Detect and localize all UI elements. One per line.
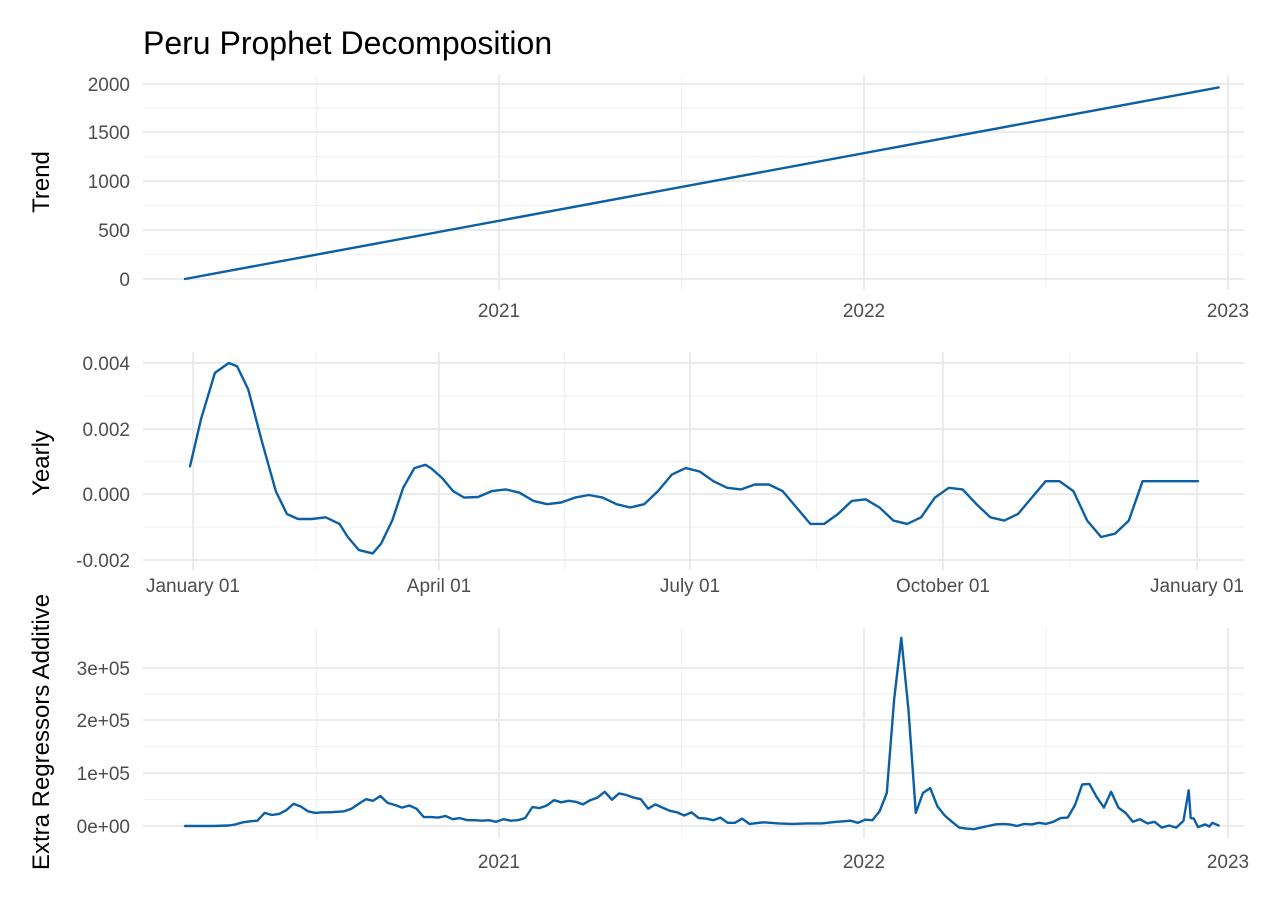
- x-tick-label: July 01: [660, 576, 720, 597]
- y-tick-label: 0.004: [82, 354, 130, 375]
- y-tick-label: 2000: [88, 75, 130, 96]
- yearly-axis-label: Yearly: [28, 430, 55, 496]
- y-tick-label: 3e+05: [77, 659, 130, 680]
- trend-line: [183, 86, 1220, 281]
- extra-regressors-panel: 0e+00 1e+05 2e+05 3e+05 2021 2022 2023 Extra …: [28, 594, 1249, 873]
- x-tick-label: January 01: [146, 576, 240, 597]
- y-tick-label: 1000: [88, 172, 130, 193]
- y-tick-label: 0: [119, 270, 130, 291]
- x-tick-label: April 01: [407, 576, 471, 597]
- y-tick-label: 0e+00: [77, 817, 130, 838]
- x-tick-label: October 01: [896, 576, 990, 597]
- y-tick-label: 2e+05: [77, 711, 130, 732]
- chart-title: Peru Prophet Decomposition: [143, 25, 552, 61]
- y-tick-label: 0.000: [82, 485, 130, 506]
- x-tick-label: 2022: [843, 301, 885, 322]
- x-tick-label: 2023: [1207, 301, 1249, 322]
- yearly-line: [188, 361, 1200, 555]
- trend-panel: 0 500 1000 1500 2000 2021 2022 2023 Trend: [28, 75, 1249, 322]
- y-tick-label: -0.002: [76, 551, 130, 572]
- x-tick-label: 2023: [1207, 852, 1249, 873]
- x-tick-label: 2021: [478, 852, 520, 873]
- extra-regressors-line: [183, 636, 1220, 831]
- y-tick-label: 0.002: [82, 420, 130, 441]
- yearly-panel: -0.002 0.000 0.002 0.004 January 01 April 01…: [28, 352, 1244, 597]
- trend-axis-label: Trend: [28, 151, 55, 213]
- y-tick-label: 1500: [88, 123, 130, 144]
- extra-regressors-axis-label: Extra Regressors Additive: [28, 594, 55, 870]
- x-tick-label: 2021: [478, 301, 520, 322]
- x-tick-label: January 01: [1150, 576, 1244, 597]
- x-tick-label: 2022: [843, 852, 885, 873]
- y-tick-label: 1e+05: [77, 764, 130, 785]
- y-tick-label: 500: [98, 221, 130, 242]
